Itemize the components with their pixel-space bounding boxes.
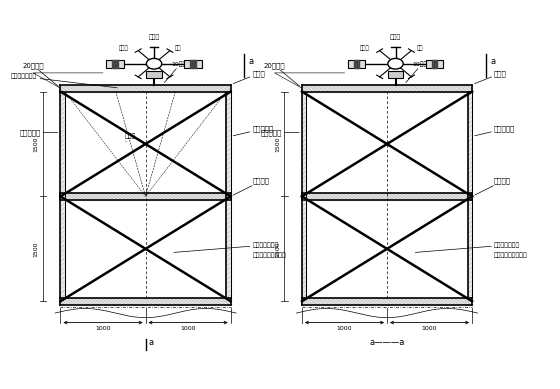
- Text: 下弦杆: 下弦杆: [119, 46, 128, 51]
- Text: 每二步水平杆设一道: 每二步水平杆设一道: [253, 252, 286, 258]
- Text: 纵向水平杆: 纵向水平杆: [234, 125, 274, 136]
- Text: 脚手架: 脚手架: [475, 70, 507, 84]
- Text: 1500: 1500: [34, 136, 39, 152]
- Text: 10千千斤: 10千千斤: [165, 61, 190, 82]
- Text: 格构支架: 格构支架: [233, 178, 269, 195]
- Text: 斜杆: 斜杆: [417, 46, 423, 51]
- Bar: [106, 60, 124, 68]
- Text: 下弦杆: 下弦杆: [360, 46, 370, 51]
- Text: 1500: 1500: [276, 241, 281, 257]
- Text: 10千千斤: 10千千斤: [406, 61, 432, 82]
- Text: 1000: 1000: [180, 326, 196, 331]
- Text: 1000: 1000: [95, 326, 111, 331]
- Text: 格构支架: 格构支架: [474, 178, 511, 195]
- Bar: [348, 60, 365, 68]
- Text: 附加水平剪刀撑: 附加水平剪刀撑: [416, 242, 520, 252]
- Circle shape: [388, 58, 403, 69]
- Text: 格构支承天顶板: 格构支承天顶板: [11, 74, 117, 88]
- Text: a———a: a———a: [370, 338, 405, 347]
- Text: 横向水平杆: 横向水平杆: [19, 129, 58, 136]
- Text: 下弦杆: 下弦杆: [148, 34, 160, 40]
- Text: a: a: [490, 57, 495, 67]
- Text: 横向水平杆: 横向水平杆: [261, 129, 299, 136]
- Text: 20井框锚: 20井框锚: [22, 62, 58, 86]
- Text: a: a: [249, 57, 254, 67]
- Text: 斜杆: 斜杆: [175, 46, 182, 51]
- Bar: [426, 60, 444, 68]
- Text: 1000: 1000: [422, 326, 437, 331]
- Text: 纵向水平杆: 纵向水平杆: [475, 125, 515, 136]
- Text: 20井框锚: 20井框锚: [264, 62, 300, 86]
- Text: a: a: [149, 338, 154, 347]
- Bar: [146, 71, 162, 78]
- Text: 每二步水平杆设一道: 每二步水平杆设一道: [494, 252, 528, 258]
- Text: 1500: 1500: [276, 136, 281, 152]
- Text: 下弦杆: 下弦杆: [390, 34, 401, 40]
- Text: 脚手架: 脚手架: [233, 70, 265, 84]
- Bar: [388, 71, 403, 78]
- Text: 附加水平剪刀撑: 附加水平剪刀撑: [174, 242, 279, 252]
- Circle shape: [146, 58, 162, 69]
- Text: 1000: 1000: [337, 326, 352, 331]
- Text: 八字撑: 八字撑: [124, 133, 136, 142]
- Bar: [184, 60, 202, 68]
- Text: 1500: 1500: [34, 241, 39, 257]
